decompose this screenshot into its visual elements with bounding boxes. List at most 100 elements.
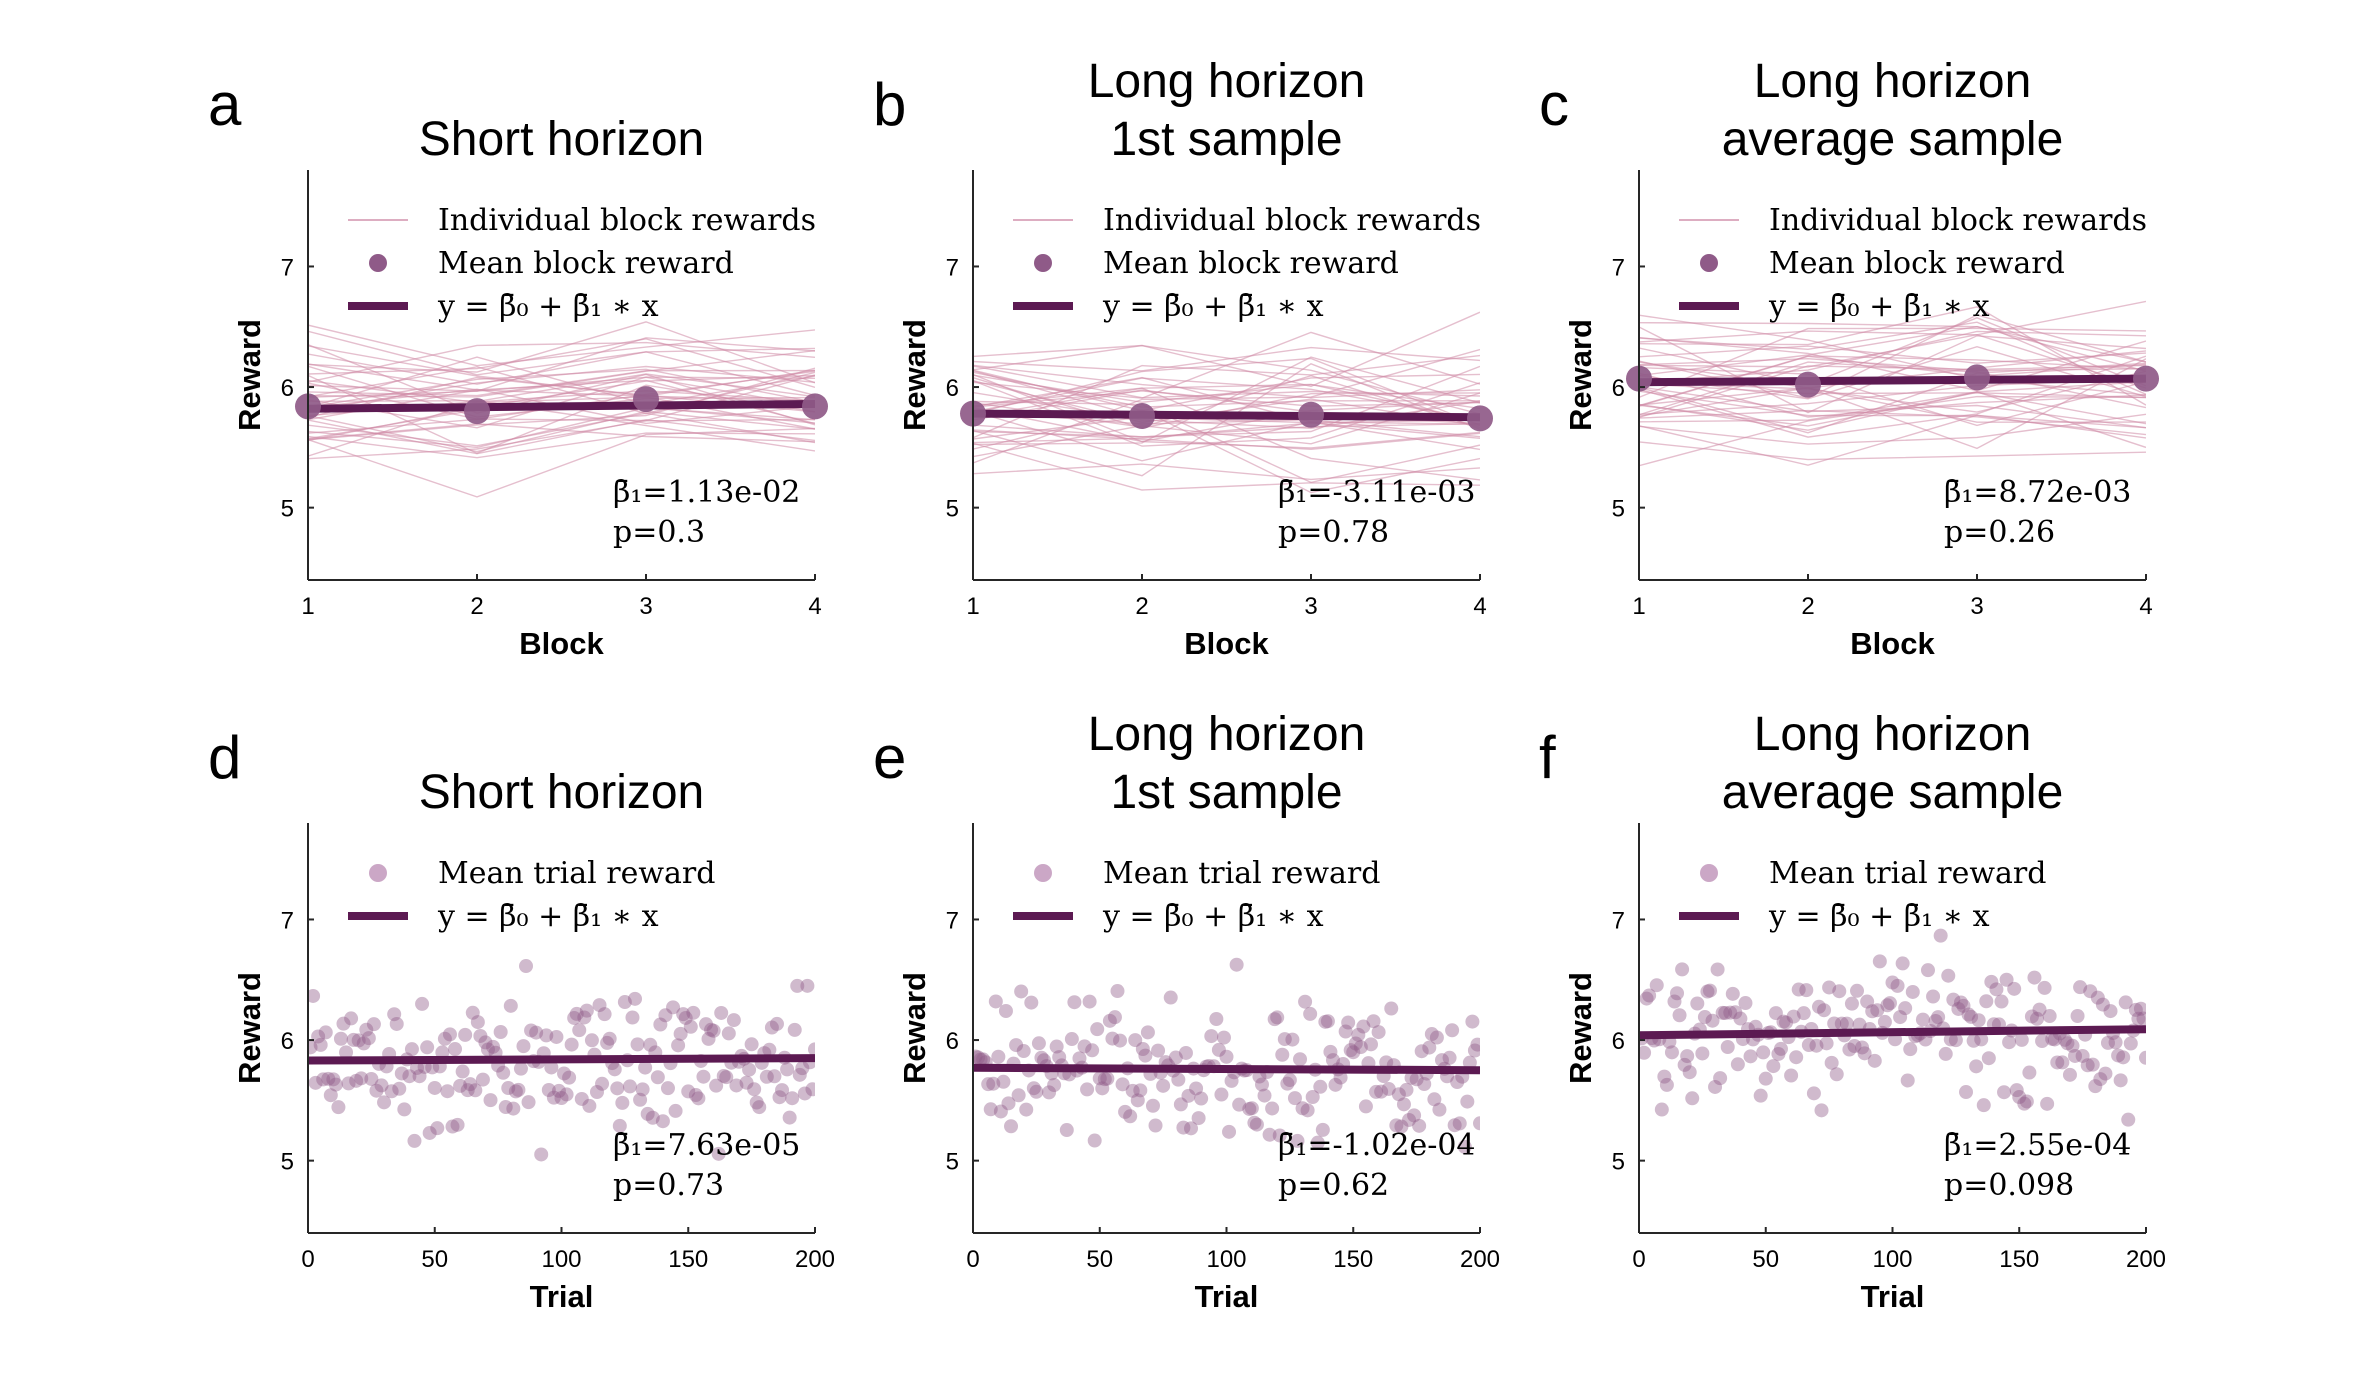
individual-block-line [308, 418, 815, 460]
trial-marker [2009, 1083, 2024, 1098]
trial-marker [1082, 994, 1097, 1009]
individual-block-line [973, 419, 1480, 444]
individual-block-line [973, 346, 1480, 372]
trial-marker [430, 1121, 445, 1136]
trial-marker [1214, 1087, 1229, 1102]
trial-marker [501, 1081, 516, 1096]
trial-marker [1465, 1014, 1480, 1029]
trial-marker [579, 1003, 594, 1018]
trial-marker [1999, 972, 2014, 987]
legend-label: Mean trial reward [1769, 856, 2046, 891]
panel-title-line: 1st sample [1110, 113, 1342, 166]
trial-marker [308, 1040, 318, 1055]
trial-marker [2090, 990, 2105, 1005]
x-tick-label: 200 [795, 1246, 835, 1273]
trial-marker [2027, 970, 2042, 985]
trial-marker [460, 1083, 475, 1098]
trial-marker [1842, 1042, 1857, 1057]
trial-marker [787, 1022, 802, 1037]
trial-marker [387, 1007, 402, 1022]
trial-marker [775, 1083, 790, 1098]
legend-label: y = β̄₀ + β̄₁ ∗ x [437, 289, 659, 324]
individual-block-line [1639, 383, 2146, 399]
trial-marker [1004, 1119, 1019, 1134]
trial-marker [1882, 996, 1897, 1011]
legend-label: Mean block reward [1103, 246, 1399, 281]
trial-marker [1242, 1101, 1257, 1116]
trial-marker [1938, 1046, 1953, 1061]
trial-marker [764, 1020, 779, 1035]
trial-marker [2007, 981, 2022, 996]
trial-marker [1181, 1088, 1196, 1103]
trial-marker [645, 1110, 660, 1125]
trial-marker [1776, 1014, 1791, 1029]
trial-marker [1427, 1092, 1442, 1107]
fit-line [1639, 374, 2146, 387]
trial-marker [1077, 1039, 1092, 1054]
trial-marker [1123, 1109, 1138, 1124]
trial-marker [790, 978, 805, 993]
trial-marker [1265, 1101, 1280, 1116]
trial-marker [729, 1078, 744, 1093]
trial-marker [1855, 1040, 1870, 1055]
individual-block-line [1639, 330, 2146, 383]
individual-block-line [973, 409, 1480, 494]
mean-block-marker [1964, 364, 1990, 391]
individual-block-line [1639, 357, 2146, 372]
legend-swatch-marker [1034, 254, 1052, 272]
trial-marker [981, 1077, 996, 1092]
trial-marker [1766, 1059, 1781, 1074]
trial-marker [1293, 1052, 1308, 1067]
trial-marker [716, 1068, 731, 1083]
trial-marker [1211, 1042, 1226, 1057]
trial-marker [1870, 1003, 1885, 1018]
trial-marker [448, 1042, 463, 1057]
trial-marker [1447, 1118, 1462, 1133]
trial-marker [1959, 1085, 1974, 1100]
mean-block-marker [633, 386, 659, 413]
trial-marker [1219, 1049, 1234, 1064]
x-tick-label: 3 [1304, 593, 1317, 620]
beta1-annotation: β̄₁=-3.11e-03 [1278, 475, 1476, 510]
trial-marker [1414, 1044, 1429, 1059]
trial-marker [574, 1091, 589, 1106]
trial-marker [557, 1066, 572, 1081]
trial-marker [453, 1078, 468, 1093]
individual-block-line [973, 387, 1480, 481]
legend-swatch-marker [369, 254, 387, 272]
trial-marker [2095, 997, 2110, 1012]
trial-marker [1885, 975, 1900, 990]
trial-marker [1346, 1045, 1361, 1060]
trial-marker [592, 998, 607, 1013]
trial-marker [2128, 1002, 2143, 1017]
trial-marker [1903, 1042, 1918, 1057]
trial-marker [808, 1042, 815, 1057]
x-tick-label: 50 [1752, 1246, 1779, 1273]
trial-marker [1204, 1029, 1219, 1044]
data-layer [308, 321, 815, 498]
trial-marker [1981, 1051, 1996, 1066]
trial-marker [1969, 1059, 1984, 1074]
trial-marker [1895, 956, 1910, 971]
trial-marker [668, 1103, 683, 1118]
trial-marker [1353, 1040, 1368, 1055]
x-tick-label: 1 [301, 593, 314, 620]
trial-marker [437, 1031, 452, 1046]
trial-marker [1001, 1096, 1016, 1111]
x-tick-label: 150 [1333, 1246, 1373, 1273]
trial-marker [394, 1066, 409, 1081]
trial-marker [1351, 1027, 1366, 1042]
trial-marker [1072, 1051, 1087, 1066]
trial-marker [1819, 1036, 1834, 1051]
trial-marker [1356, 1019, 1371, 1034]
trial-marker [1407, 1108, 1422, 1123]
trial-marker [440, 1084, 455, 1099]
trial-marker [483, 1093, 498, 1108]
trial-marker [704, 1022, 719, 1037]
trial-marker [544, 1060, 559, 1075]
trial-marker [2080, 1058, 2095, 1073]
trial-marker [475, 1072, 490, 1087]
trial-marker [333, 1031, 348, 1046]
trial-marker [1664, 1045, 1679, 1060]
